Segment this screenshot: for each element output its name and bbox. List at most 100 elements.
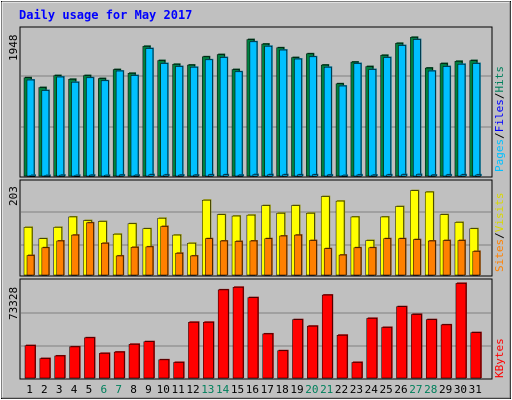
files-bar-3 bbox=[56, 76, 65, 177]
pages-bar-31-face bbox=[475, 174, 482, 177]
kbytes-bar-21-face bbox=[321, 294, 333, 379]
kbytes-bar-26-face bbox=[396, 306, 407, 379]
kbytes-bar-16 bbox=[247, 296, 259, 379]
files-bar-21-face bbox=[323, 67, 332, 177]
sites-bar-28-face bbox=[427, 240, 436, 276]
pages-bar-28 bbox=[430, 174, 438, 177]
sites-bar-14 bbox=[219, 240, 229, 276]
kbytes-bar-10 bbox=[158, 358, 170, 379]
pages-bar-1-face bbox=[29, 175, 36, 177]
kbytes-bar-9 bbox=[143, 340, 155, 379]
files-bar-23 bbox=[353, 62, 362, 177]
pages-bar-5 bbox=[89, 174, 96, 177]
sites-bar-21-face bbox=[323, 248, 332, 276]
pages-bar-17 bbox=[267, 173, 274, 177]
pages-bar-20 bbox=[312, 173, 319, 177]
x-tick-label-1: 1 bbox=[26, 383, 33, 396]
pages-bar-13-face bbox=[208, 174, 214, 177]
files-bar-5-face bbox=[86, 77, 94, 177]
x-tick-label-10: 10 bbox=[157, 383, 170, 396]
sites-bar-12-face bbox=[190, 255, 198, 276]
pages-bar-23 bbox=[356, 173, 363, 177]
pages-bar-3-face bbox=[59, 174, 65, 177]
pages-bar-21-face bbox=[326, 174, 333, 177]
legend-separator: / bbox=[493, 232, 506, 239]
pages-bar-6-face bbox=[104, 175, 110, 177]
sites-bar-8 bbox=[130, 246, 140, 276]
x-tick-label-31: 31 bbox=[469, 383, 482, 396]
kbytes-bar-18 bbox=[277, 349, 289, 379]
x-tick-label-12: 12 bbox=[186, 383, 199, 396]
x-axis-labels: 1 2 3 4 5 6 7 8 9 10 11 12 13 14 15 16 17 18 19 20 21 22 23 24 2… bbox=[26, 383, 482, 396]
pages-bar-29-face bbox=[445, 174, 452, 177]
legend-hits: Pages/Files/Hits bbox=[493, 66, 506, 172]
sites-bar-11 bbox=[175, 252, 184, 276]
pages-bar-14 bbox=[222, 173, 230, 177]
files-bar-9 bbox=[145, 47, 154, 177]
sites-bar-21 bbox=[323, 247, 333, 276]
files-bar-30-face bbox=[457, 64, 466, 177]
kbytes-bar-18-face bbox=[277, 350, 288, 379]
legend-item-kbytes: KBytes bbox=[493, 338, 506, 378]
pages-bar-30 bbox=[460, 173, 467, 177]
files-bar-28 bbox=[427, 70, 437, 177]
sites-bar-26 bbox=[398, 237, 407, 276]
sites-bar-1-face bbox=[26, 255, 35, 276]
kbytes-bar-22 bbox=[336, 334, 349, 379]
files-bar-16-face bbox=[249, 41, 258, 177]
pages-bar-15 bbox=[237, 174, 245, 177]
files-bar-6-face bbox=[101, 80, 109, 177]
pages-bar-11-face bbox=[178, 174, 184, 177]
pages-bar-4-face bbox=[74, 175, 80, 177]
sites-bar-23 bbox=[353, 246, 362, 276]
sites-bar-30-face bbox=[457, 240, 466, 276]
kbytes-bar-25 bbox=[381, 326, 393, 379]
sites-bar-19-face bbox=[294, 234, 302, 276]
sites-bar-20-face bbox=[309, 240, 317, 276]
pages-bar-4 bbox=[74, 174, 81, 177]
files-bar-29-face bbox=[442, 66, 451, 177]
files-bar-30 bbox=[457, 63, 466, 177]
pages-bar-28-face bbox=[430, 174, 437, 177]
pages-bar-2 bbox=[44, 174, 51, 177]
files-bar-7-face bbox=[115, 70, 124, 177]
pages-bar-25-face bbox=[386, 174, 392, 177]
files-bar-20 bbox=[309, 55, 318, 177]
files-bar-31 bbox=[472, 62, 481, 177]
sites-bar-25 bbox=[383, 237, 392, 276]
pages-bar-2-face bbox=[44, 175, 51, 177]
kbytes-bar-1 bbox=[24, 344, 36, 379]
kbytes-bar-7-face bbox=[113, 351, 125, 379]
kbytes-bar-13-face bbox=[203, 322, 214, 379]
sites-bar-3-face bbox=[56, 240, 64, 276]
x-tick-label-25: 25 bbox=[380, 383, 393, 396]
sites-bar-19 bbox=[294, 234, 303, 276]
files-bar-24-face bbox=[368, 69, 377, 177]
sites-bar-22-face bbox=[338, 254, 347, 276]
files-bar-15-face bbox=[234, 71, 243, 177]
sites-bar-20 bbox=[309, 239, 318, 276]
kbytes-bar-7 bbox=[113, 351, 126, 379]
pages-bar-10 bbox=[163, 173, 170, 177]
sites-bar-9-face bbox=[145, 246, 154, 276]
sites-bar-31-face bbox=[472, 251, 481, 276]
legend-item-pages: Pages bbox=[493, 139, 506, 172]
files-bar-7 bbox=[115, 70, 125, 177]
files-bar-25 bbox=[383, 56, 392, 177]
pages-bar-19 bbox=[297, 173, 304, 177]
files-bar-27 bbox=[413, 38, 422, 177]
pages-bar-21 bbox=[326, 173, 334, 177]
sites-bar-6 bbox=[101, 242, 110, 276]
pages-bar-18-face bbox=[282, 174, 288, 177]
kbytes-bar-19 bbox=[292, 318, 304, 379]
kbytes-bar-20 bbox=[307, 325, 319, 379]
pages-bar-12-face bbox=[193, 174, 199, 177]
files-bar-9-face bbox=[145, 48, 154, 177]
kbytes-bar-14-face bbox=[217, 289, 229, 379]
kbytes-bar-25-face bbox=[381, 327, 392, 379]
x-tick-label-6: 6 bbox=[100, 383, 107, 396]
x-tick-label-21: 21 bbox=[320, 383, 333, 396]
legend-item-sites: Sites bbox=[493, 239, 506, 272]
files-bar-10 bbox=[160, 62, 169, 177]
sites-bar-5 bbox=[86, 221, 95, 276]
